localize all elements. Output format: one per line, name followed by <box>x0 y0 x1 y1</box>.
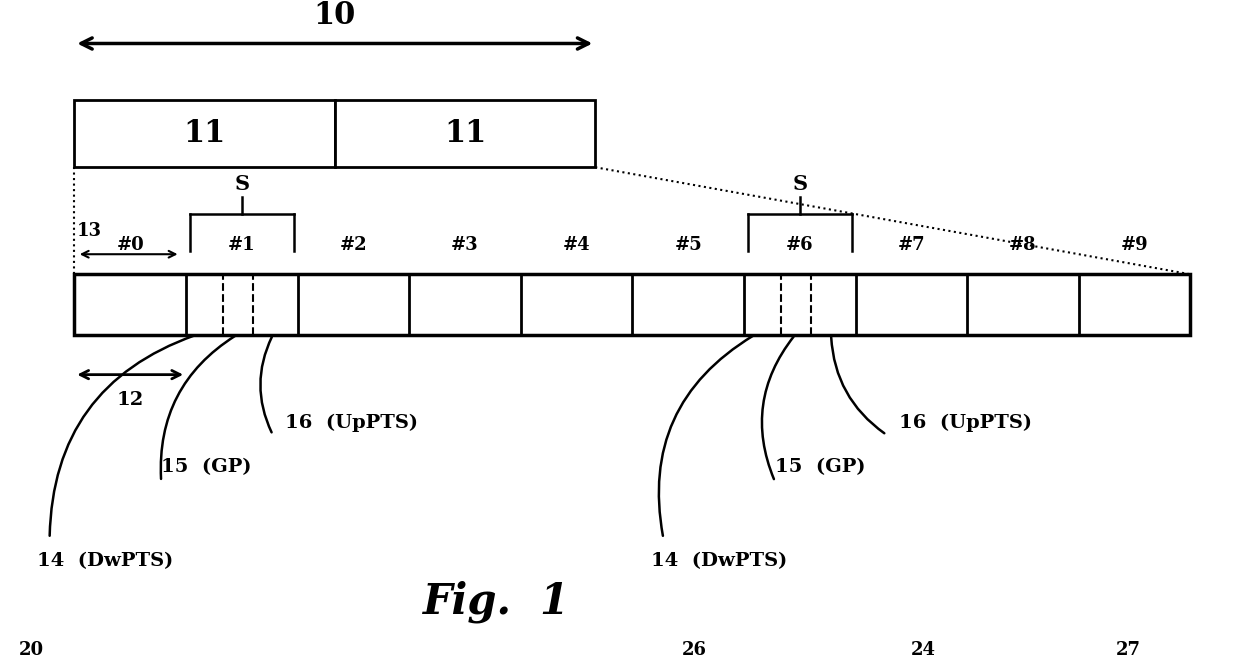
Text: 15  (GP): 15 (GP) <box>161 458 252 476</box>
Text: #5: #5 <box>675 236 702 254</box>
Text: 14  (DwPTS): 14 (DwPTS) <box>37 552 174 570</box>
Text: 11: 11 <box>444 118 486 149</box>
Text: 11: 11 <box>184 118 226 149</box>
Text: 24: 24 <box>911 641 936 659</box>
Text: #0: #0 <box>117 236 144 254</box>
Text: 15  (GP): 15 (GP) <box>775 458 866 476</box>
Text: #6: #6 <box>786 236 813 254</box>
Text: 13: 13 <box>77 221 102 240</box>
Text: #8: #8 <box>1009 236 1037 254</box>
Text: S: S <box>792 174 807 194</box>
Text: #9: #9 <box>1121 236 1148 254</box>
Text: #7: #7 <box>898 236 925 254</box>
Text: 27: 27 <box>1116 641 1141 659</box>
Text: #4: #4 <box>563 236 590 254</box>
Text: 14  (DwPTS): 14 (DwPTS) <box>651 552 787 570</box>
Text: 20: 20 <box>19 641 43 659</box>
Text: S: S <box>234 174 249 194</box>
Text: 10: 10 <box>314 1 356 31</box>
Bar <box>74 100 335 167</box>
Text: 16  (UpPTS): 16 (UpPTS) <box>285 413 418 432</box>
Text: 26: 26 <box>682 641 707 659</box>
Text: #2: #2 <box>340 236 367 254</box>
Text: Fig.  1: Fig. 1 <box>423 581 569 624</box>
Text: 12: 12 <box>117 391 144 409</box>
Text: 16  (UpPTS): 16 (UpPTS) <box>899 413 1032 432</box>
Bar <box>335 100 595 167</box>
Text: #1: #1 <box>228 236 255 254</box>
Text: #3: #3 <box>451 236 479 254</box>
Bar <box>74 274 1190 334</box>
